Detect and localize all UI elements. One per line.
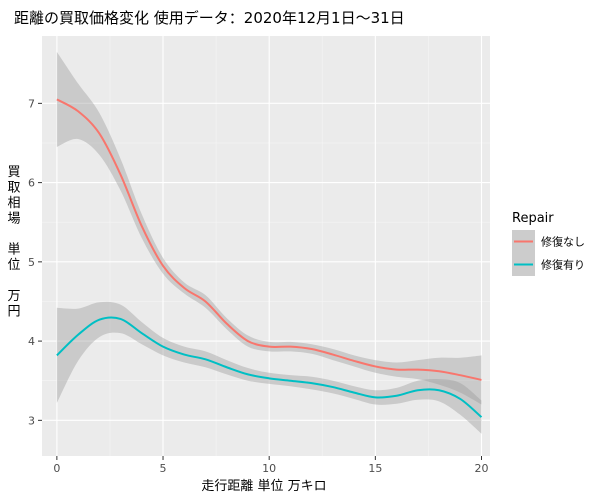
legend-label: 修復なし: [541, 235, 585, 249]
series-line-2: [56, 316, 483, 418]
x-axis-title: 走行距離 単位 万キロ: [201, 478, 326, 494]
series-line-1: [56, 98, 482, 381]
confidence-band-2: [56, 301, 482, 434]
y-axis-title-char: 取: [7, 181, 20, 196]
x-tick-label: 5: [160, 462, 167, 475]
legend-title: Repair: [512, 211, 554, 226]
y-axis-title-char: 相: [7, 196, 20, 211]
y-axis-title-char: 買: [7, 165, 20, 180]
y-tick-label: 7: [28, 97, 35, 110]
y-tick-label: 4: [28, 335, 35, 348]
y-tick-label: 3: [28, 414, 35, 427]
y-tick-label: 5: [28, 256, 35, 269]
x-tick-label: 0: [53, 462, 60, 475]
y-tick-label: 6: [28, 177, 35, 190]
x-tick-label: 20: [475, 462, 489, 475]
x-tick-label: 15: [368, 462, 382, 475]
series-lines: [56, 98, 483, 418]
y-axis-title-char: 円: [7, 305, 20, 320]
y-axis-title-char: 位: [7, 258, 20, 273]
plot-panel: [42, 36, 490, 456]
chart-title: 距離の買取価格変化 使用データ：2020年12月1日～31日: [14, 9, 405, 27]
y-axis-title-char: 単: [7, 242, 20, 258]
x-tick-label: 10: [262, 462, 276, 475]
axis-ticks: 0 5 10 15 20 3 4 5 6 7: [28, 97, 489, 475]
y-axis-title-char: 場: [7, 212, 20, 227]
y-axis-title-char: 万: [7, 289, 20, 304]
legend-label: 修復有り: [541, 258, 585, 272]
gridlines: [42, 36, 490, 456]
